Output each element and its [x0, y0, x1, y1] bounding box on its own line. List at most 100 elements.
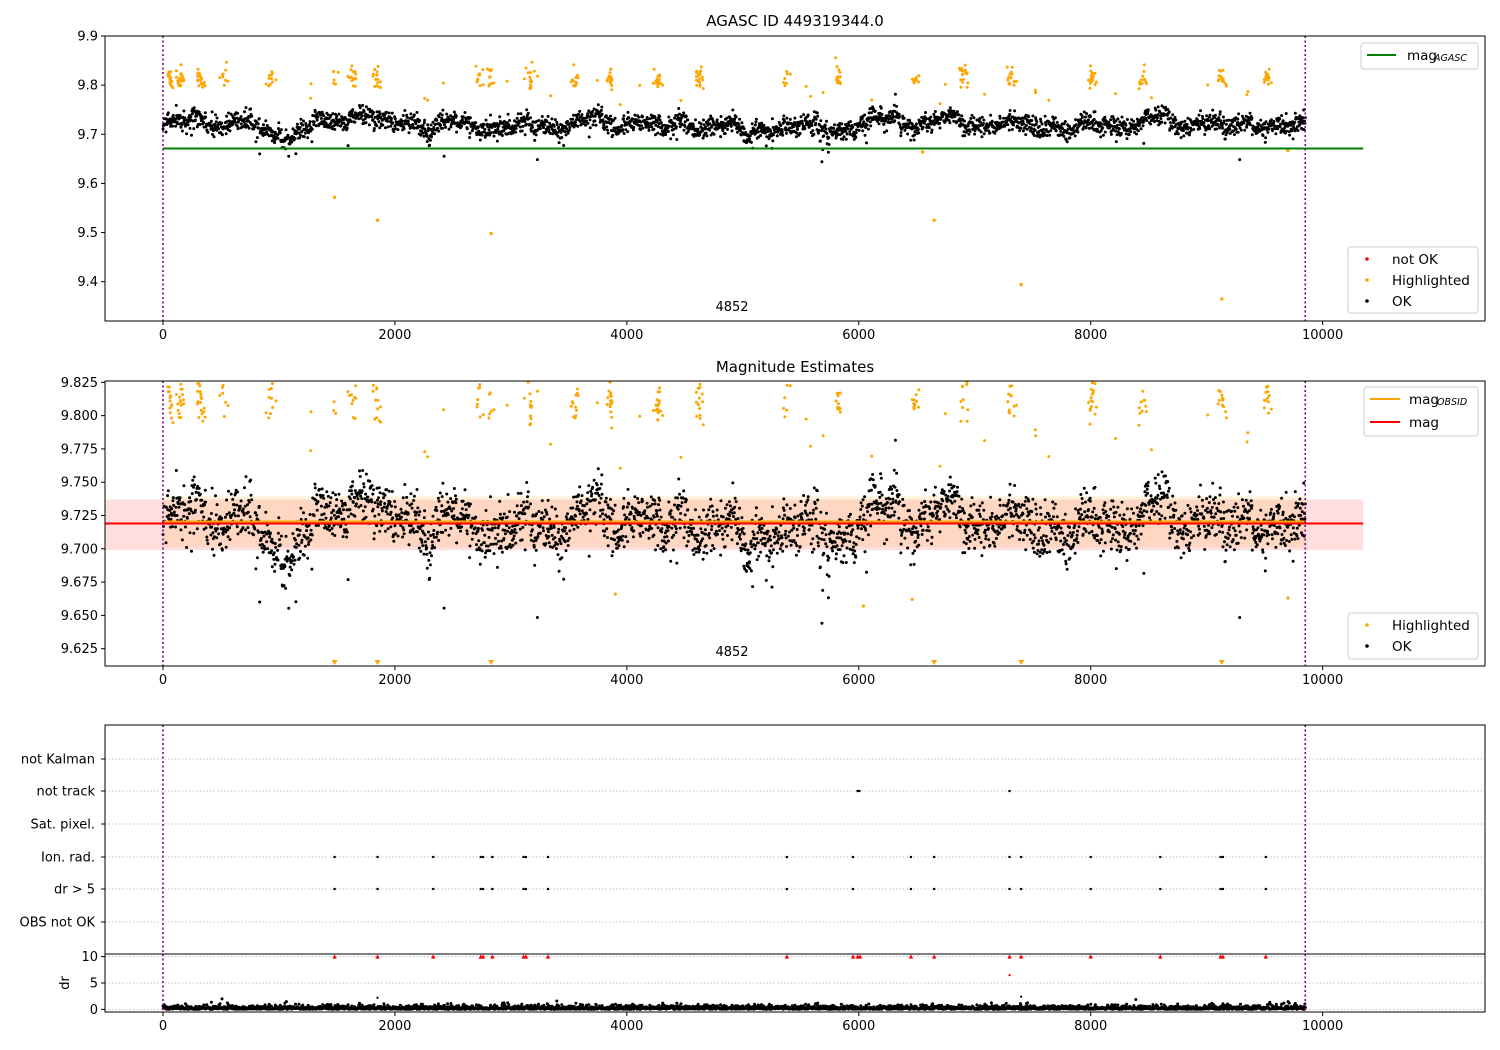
ok-point: [410, 506, 414, 510]
ok-point: [1281, 119, 1285, 123]
ok-point: [402, 127, 406, 131]
ok-point: [414, 513, 417, 517]
ok-point: [1073, 134, 1077, 138]
ok-point: [993, 131, 997, 135]
ok-point: [349, 119, 353, 123]
ok-point: [632, 529, 636, 533]
ok-point: [480, 133, 484, 137]
ok-point: [845, 132, 849, 136]
ok-point: [703, 528, 707, 532]
ok-point: [345, 126, 349, 130]
ok-point: [948, 111, 951, 115]
highlighted-point: [698, 81, 702, 84]
ok-point: [179, 528, 183, 532]
ok-point: [1118, 120, 1122, 124]
ok-point: [217, 532, 221, 536]
ok-point: [519, 112, 523, 116]
highlighted-point: [699, 69, 703, 73]
ok-point: [242, 513, 246, 517]
ok-point: [437, 538, 441, 542]
ok-point: [299, 506, 303, 510]
ok-point: [515, 116, 519, 120]
ok-point: [171, 499, 175, 503]
ok-point: [938, 121, 942, 125]
ok-point: [1045, 134, 1049, 138]
ok-point: [278, 131, 282, 135]
ok-point: [351, 108, 355, 112]
ok-point: [752, 533, 756, 536]
ok-point: [802, 113, 806, 117]
ok-point: [535, 512, 539, 516]
ok-point: [371, 492, 375, 496]
ok-point: [166, 494, 170, 498]
ok-point: [418, 510, 422, 514]
ok-point: [377, 486, 381, 490]
ok-point: [193, 508, 197, 512]
ok-point: [482, 122, 486, 126]
ok-point: [819, 119, 823, 123]
ok-point: [220, 133, 224, 137]
ok-point: [279, 534, 283, 538]
ok-point: [760, 517, 764, 520]
ok-point: [273, 562, 277, 566]
ok-point: [322, 114, 326, 118]
ok-point: [388, 500, 392, 504]
ok-point: [1087, 118, 1090, 122]
ok-point: [691, 122, 695, 126]
ok-point: [359, 504, 363, 507]
highlighted-point: [1269, 81, 1273, 85]
ok-point: [815, 111, 819, 115]
ok-point: [254, 567, 258, 571]
ok-point: [880, 113, 884, 116]
ok-point: [1006, 123, 1010, 127]
ok-point: [283, 565, 287, 569]
ok-point: [656, 544, 660, 547]
ok-point: [756, 531, 760, 535]
ok-point: [1120, 115, 1124, 119]
ok-point: [601, 508, 605, 512]
highlighted-point: [1150, 96, 1153, 100]
ok-point: [609, 114, 612, 118]
ok-point: [429, 123, 433, 127]
y-tick-label: 9.4: [77, 275, 98, 290]
ok-point: [166, 111, 170, 115]
ok-point: [584, 123, 588, 127]
ok-point: [750, 122, 754, 126]
ok-point: [924, 111, 927, 114]
ok-point: [406, 512, 410, 516]
ok-point: [463, 111, 467, 114]
ok-point: [477, 539, 481, 543]
highlighted-point: [168, 82, 172, 86]
ok-point: [982, 118, 986, 122]
ok-point: [417, 546, 421, 550]
ok-point: [1173, 115, 1177, 119]
ok-point: [1269, 118, 1273, 122]
ok-point: [652, 533, 656, 537]
ok-point: [578, 109, 582, 113]
ok-point: [552, 124, 556, 128]
ok-point: [891, 115, 895, 119]
highlighted-point: [694, 78, 698, 82]
ok-point: [340, 499, 344, 503]
ok-point: [1272, 119, 1276, 123]
ok-point: [428, 143, 432, 147]
ok-point: [548, 121, 552, 125]
ok-point: [664, 548, 668, 552]
ok-point: [484, 509, 488, 512]
ok-point: [839, 127, 843, 131]
ok-point: [545, 120, 549, 124]
ok-point: [631, 506, 635, 510]
ok-point: [511, 543, 515, 547]
ok-point: [372, 537, 376, 541]
ok-point: [410, 117, 414, 121]
ok-point: [921, 125, 925, 129]
ok-point: [577, 493, 580, 497]
ok-point: [639, 124, 643, 128]
ok-point: [592, 478, 596, 482]
ok-point: [948, 106, 952, 110]
ok-point: [1216, 123, 1220, 127]
ok-point: [1259, 118, 1263, 122]
ok-point: [370, 500, 374, 504]
highlighted-point: [605, 79, 609, 83]
